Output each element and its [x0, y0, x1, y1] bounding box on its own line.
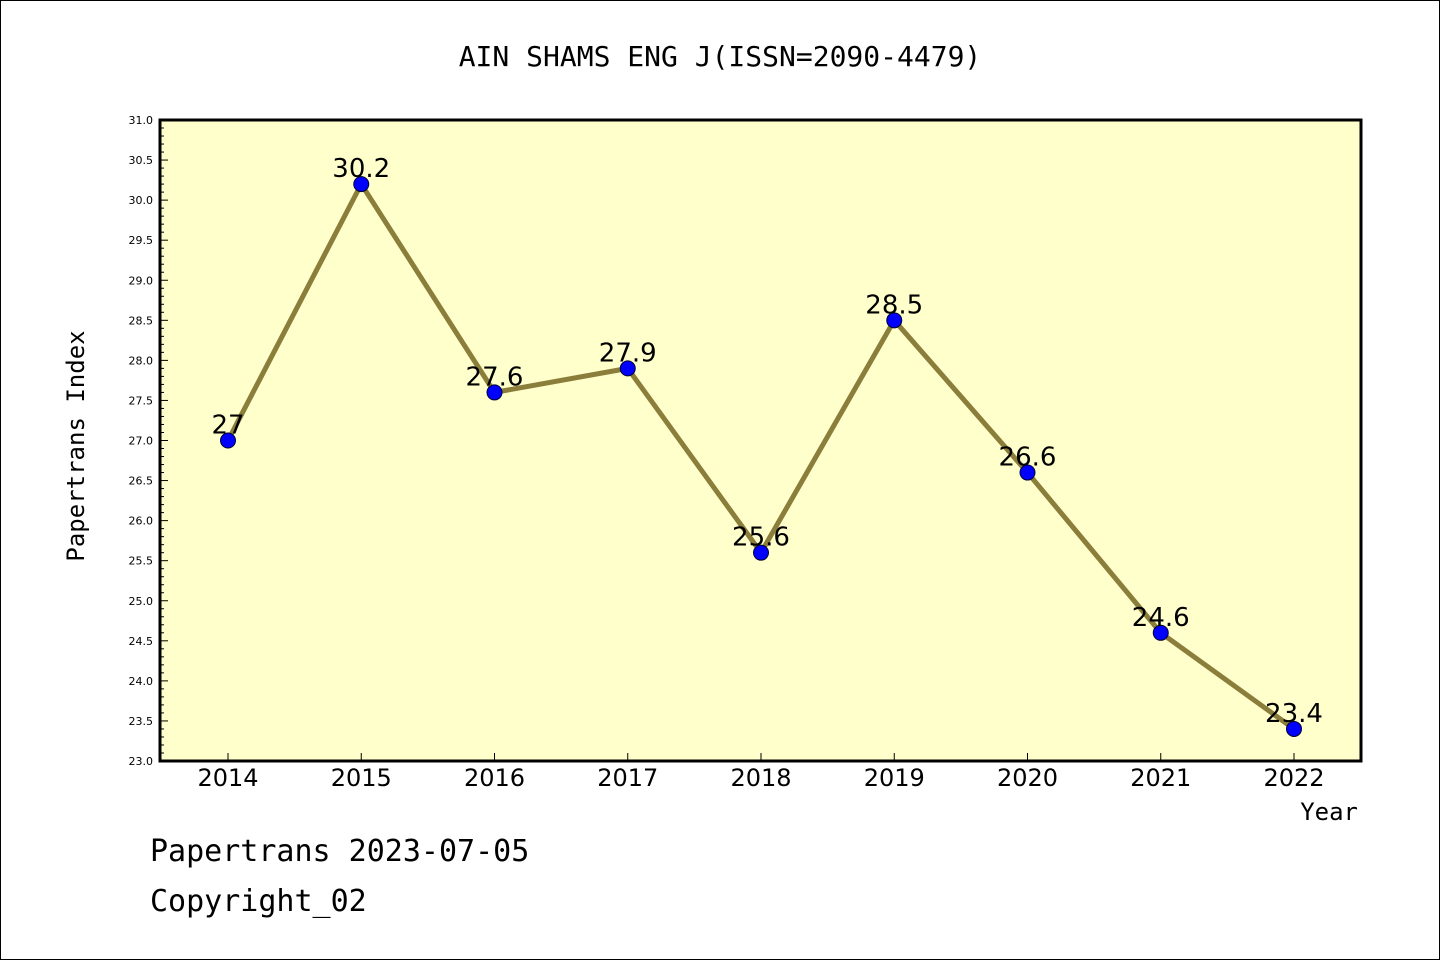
y-tick-label: 23.0 — [129, 755, 154, 768]
y-tick-label: 28.5 — [129, 314, 154, 327]
y-tick-label: 24.0 — [129, 675, 154, 688]
y-tick-label: 23.5 — [129, 715, 154, 728]
x-tick-label: 2015 — [331, 764, 392, 792]
footer-copyright: Copyright_02 — [150, 884, 367, 919]
x-axis-label: Year — [1300, 798, 1358, 826]
data-label: 30.2 — [332, 154, 390, 184]
data-point — [1286, 720, 1302, 737]
y-axis: 23.0 23.5 24.0 24.5 25.0 25.5 26.0 26.5 27.0 27.5… — [129, 114, 168, 768]
data-labels: 27 30.2 27.6 27.9 25.6 28.5 26.6 24.6 23.4 — [211, 154, 1322, 729]
y-tick-label: 29.0 — [129, 274, 154, 287]
plot-border — [158, 118, 1363, 763]
y-tick-label: 25.5 — [129, 555, 154, 568]
data-label: 25.6 — [732, 523, 790, 553]
chart-title: AIN SHAMS ENG J(ISSN=2090-4479) — [459, 40, 982, 73]
y-tick-label: 26.0 — [129, 515, 154, 528]
data-label: 27 — [211, 411, 244, 441]
x-tick-label: 2014 — [197, 764, 258, 792]
x-tick-label: 2021 — [1130, 764, 1191, 792]
data-point — [1152, 624, 1169, 641]
data-point — [220, 432, 236, 449]
data-point — [619, 360, 636, 377]
data-label: 27.6 — [466, 362, 524, 392]
y-tick-label: 30.0 — [129, 194, 154, 207]
y-tick-label: 31.0 — [129, 114, 154, 127]
x-tick-label: 2018 — [730, 764, 791, 792]
y-tick-label: 27.5 — [129, 394, 154, 407]
y-tick-label: 29.5 — [129, 234, 154, 247]
y-tick-label: 26.5 — [129, 475, 154, 488]
data-label: 28.5 — [865, 290, 923, 320]
data-label: 26.6 — [999, 443, 1057, 473]
data-point — [486, 384, 503, 401]
data-point — [353, 176, 370, 193]
x-tick-label: 2017 — [597, 764, 658, 792]
x-tick-label: 2022 — [1263, 764, 1324, 792]
x-axis: 2014 2015 2016 2017 2018 2019 2020 2021 2022 — [197, 753, 1325, 792]
plot-area — [160, 120, 1361, 761]
y-tick-label: 24.5 — [129, 635, 154, 648]
data-label: 27.9 — [599, 338, 657, 368]
footer-date: Papertrans 2023-07-05 — [150, 834, 530, 869]
data-point — [886, 312, 903, 329]
data-point — [753, 544, 769, 561]
y-tick-label: 25.0 — [129, 595, 154, 608]
data-series — [220, 176, 1302, 737]
y-tick-label: 28.0 — [129, 354, 154, 367]
x-tick-label: 2016 — [464, 764, 525, 792]
x-tick-label: 2019 — [864, 764, 925, 792]
data-label: 24.6 — [1132, 603, 1190, 633]
y-axis-label: Papertrans Index — [62, 330, 90, 561]
y-tick-label: 30.5 — [129, 154, 154, 167]
x-tick-label: 2020 — [997, 764, 1058, 792]
y-tick-label: 27.0 — [129, 435, 154, 448]
data-point — [1019, 464, 1036, 481]
data-label: 23.4 — [1265, 699, 1323, 729]
